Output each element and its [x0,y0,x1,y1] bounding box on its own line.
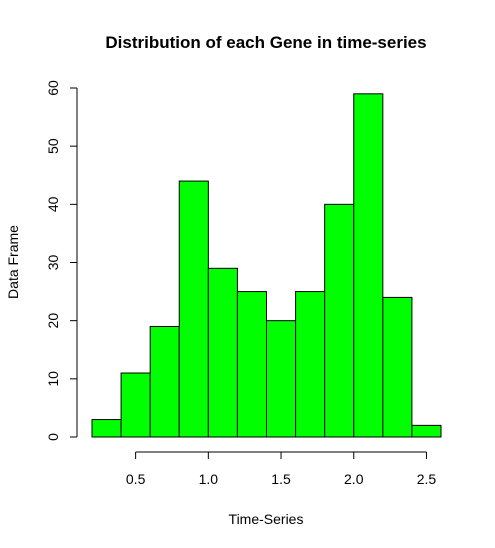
x-tick-label: 1.0 [199,471,219,487]
x-tick-label: 2.0 [344,471,364,487]
histogram-bar [412,425,441,437]
x-axis: 0.5 1.0 1.5 2.0 2.5 [126,452,437,487]
y-tick-label: 30 [45,255,61,271]
x-axis-label: Time-Series [229,511,304,527]
bars-layer [92,94,441,437]
y-axis-label: Data Frame [5,225,21,299]
histogram-bar [179,181,208,437]
x-tick-label: 2.5 [417,471,437,487]
x-tick-label: 1.5 [271,471,291,487]
histogram-bar [121,373,150,437]
histogram-bar [325,204,354,437]
x-tick-label: 0.5 [126,471,146,487]
y-tick-label: 10 [45,371,61,387]
histogram-bar [383,297,412,437]
histogram-bar [150,326,179,437]
histogram-bar [354,94,383,437]
y-tick-label: 40 [45,196,61,212]
y-axis: 0 10 20 30 40 50 60 [45,80,77,441]
histogram-bar [296,292,325,437]
y-tick-label: 0 [45,433,61,441]
histogram-bar [92,420,121,437]
histogram-bar [237,292,266,437]
chart-title: Distribution of each Gene in time-series [105,33,426,52]
histogram-bar [208,268,237,437]
y-tick-label: 50 [45,138,61,154]
y-tick-label: 20 [45,313,61,329]
histogram-bar [267,321,296,437]
y-tick-label: 60 [45,80,61,96]
